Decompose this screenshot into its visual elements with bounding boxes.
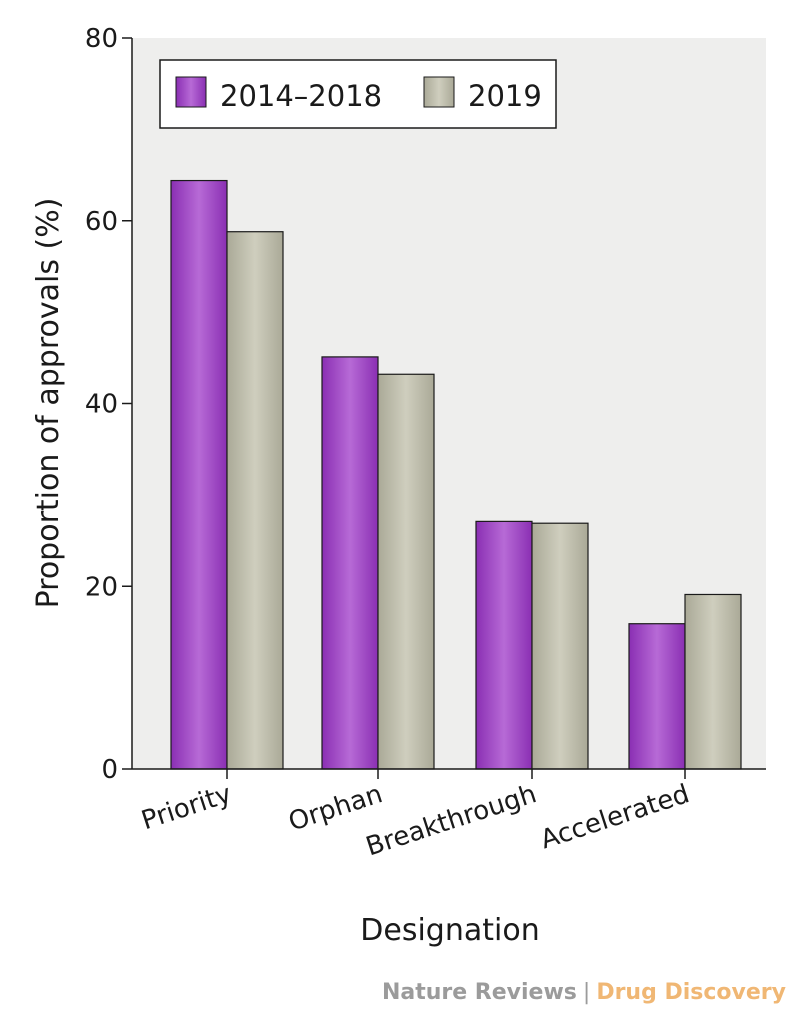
axes-group: 0 20 40 60 80 xyxy=(85,24,766,785)
legend-label-2014-2018: 2014–2018 xyxy=(220,79,382,113)
legend-label-2019: 2019 xyxy=(468,79,542,113)
legend-box xyxy=(159,59,557,129)
y-tick-label-80: 80 xyxy=(85,24,118,54)
y-axis-title: Proportion of approvals (%) xyxy=(31,198,66,609)
bars-group xyxy=(170,179,742,770)
publisher-credit: Nature Reviews | Drug Discovery xyxy=(382,980,786,1005)
category-label-orphan: Orphan xyxy=(285,779,386,837)
legend: 2014–2018 2019 xyxy=(159,59,557,129)
bar-accelerated-2019 xyxy=(684,593,742,770)
y-tick-label-60: 60 xyxy=(85,207,118,237)
y-tick-label-0: 0 xyxy=(101,755,118,785)
category-label-breakthrough: Breakthrough xyxy=(362,779,540,862)
legend-swatch-2014-2018 xyxy=(175,76,207,108)
bar-orphan-2014-2018 xyxy=(321,356,379,770)
bar-accelerated-2014-2018 xyxy=(628,623,686,770)
category-label-accelerated: Accelerated xyxy=(537,779,693,855)
bar-breakthrough-2014-2018 xyxy=(475,520,533,770)
publisher-name: Nature Reviews xyxy=(381,980,577,1005)
bar-orphan-2019 xyxy=(377,373,435,770)
category-label-priority: Priority xyxy=(138,779,235,836)
credit-separator: | xyxy=(582,980,591,1005)
journal-name: Drug Discovery xyxy=(596,980,786,1005)
bar-breakthrough-2019 xyxy=(531,522,589,770)
x-axis-title: Designation xyxy=(360,913,539,948)
bar-priority-2019 xyxy=(226,231,284,770)
bar-priority-2014-2018 xyxy=(170,179,228,770)
y-tick-label-20: 20 xyxy=(85,572,118,602)
y-tick-label-40: 40 xyxy=(85,390,118,420)
legend-swatch-2019 xyxy=(423,76,455,108)
